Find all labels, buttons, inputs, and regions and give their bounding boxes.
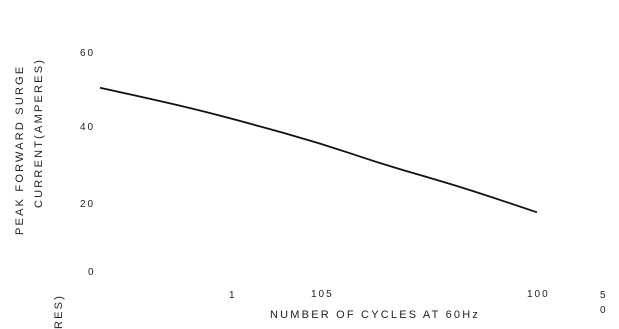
y-tick-label: 40: [80, 122, 95, 133]
y-tick-label: 20: [80, 199, 95, 210]
clipped-axis-fragment: RES): [53, 294, 65, 329]
x-axis-title: NUMBER OF CYCLES AT 60Hz: [270, 309, 480, 321]
series-layer: [99, 86, 538, 214]
x-tick-label: 1: [229, 290, 237, 301]
x-tick-label: 100: [527, 289, 550, 300]
y-axis-title-line1: PEAK FORWARD SURGE: [14, 65, 26, 235]
y-tick-label: 0: [88, 267, 96, 278]
svg-text:0: 0: [600, 305, 608, 316]
svg-text:5: 5: [600, 290, 608, 301]
series-line-0: [99, 86, 538, 214]
y-axis-title-line2: CURRENT(AMPERES): [33, 58, 45, 208]
x-tick-label-stacked: 5 0: [600, 290, 608, 316]
x-tick-label: 105: [311, 289, 334, 300]
y-tick-label: 60: [80, 48, 95, 59]
